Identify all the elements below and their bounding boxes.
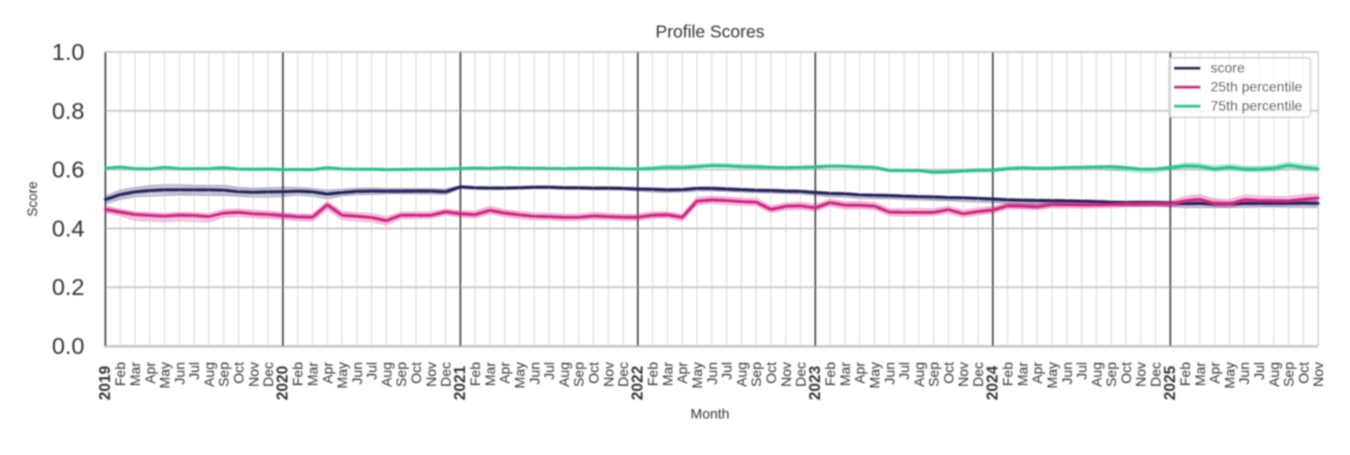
svg-text:May: May	[1222, 362, 1238, 388]
svg-text:2023: 2023	[807, 365, 824, 400]
svg-text:Aug: Aug	[378, 362, 394, 387]
svg-text:May: May	[689, 362, 705, 388]
svg-text:Nov: Nov	[423, 362, 439, 387]
svg-text:Jun: Jun	[171, 362, 187, 385]
svg-text:Aug: Aug	[911, 362, 927, 387]
svg-text:Jun: Jun	[881, 362, 897, 385]
svg-text:Mar: Mar	[1192, 362, 1208, 386]
svg-text:Feb: Feb	[290, 362, 306, 386]
svg-text:Jun: Jun	[349, 362, 365, 385]
svg-text:Feb: Feb	[112, 362, 128, 386]
svg-text:Feb: Feb	[1177, 362, 1193, 386]
svg-text:Dec: Dec	[260, 362, 276, 387]
svg-text:Mar: Mar	[482, 362, 498, 386]
svg-text:Jul: Jul	[719, 362, 735, 380]
svg-text:Oct: Oct	[408, 362, 424, 384]
svg-text:Nov: Nov	[1133, 362, 1149, 387]
svg-text:2021: 2021	[452, 365, 469, 400]
svg-text:Sep: Sep	[1103, 362, 1119, 387]
svg-text:Month: Month	[691, 406, 730, 422]
svg-text:Mar: Mar	[837, 362, 853, 386]
svg-text:0.6: 0.6	[52, 157, 85, 183]
svg-text:Jul: Jul	[1074, 362, 1090, 380]
svg-text:Score: Score	[25, 181, 40, 216]
svg-text:Sep: Sep	[748, 362, 764, 387]
svg-text:Sep: Sep	[216, 362, 232, 387]
svg-text:Nov: Nov	[245, 362, 261, 387]
svg-text:Jun: Jun	[526, 362, 542, 385]
svg-text:Jun: Jun	[704, 362, 720, 385]
svg-text:Feb: Feb	[1000, 362, 1016, 386]
svg-text:Jun: Jun	[1059, 362, 1075, 385]
svg-text:Oct: Oct	[1118, 362, 1134, 384]
svg-text:Jul: Jul	[896, 362, 912, 380]
svg-text:Nov: Nov	[1310, 362, 1326, 387]
svg-text:May: May	[1044, 362, 1060, 388]
svg-text:Nov: Nov	[778, 362, 794, 387]
svg-text:Sep: Sep	[571, 362, 587, 387]
svg-text:0.2: 0.2	[52, 274, 85, 300]
svg-text:2025: 2025	[1162, 365, 1179, 400]
svg-text:Oct: Oct	[586, 362, 602, 384]
svg-text:Mar: Mar	[127, 362, 143, 386]
svg-text:Nov: Nov	[600, 362, 616, 387]
svg-text:Apr: Apr	[142, 362, 158, 384]
svg-text:Dec: Dec	[615, 362, 631, 387]
svg-text:25th percentile: 25th percentile	[1211, 79, 1303, 95]
svg-text:Oct: Oct	[1295, 362, 1311, 384]
svg-text:Dec: Dec	[970, 362, 986, 387]
svg-text:Mar: Mar	[1014, 362, 1030, 386]
svg-text:Oct: Oct	[940, 362, 956, 384]
svg-text:Nov: Nov	[955, 362, 971, 387]
svg-text:May: May	[334, 362, 350, 388]
svg-text:1.0: 1.0	[52, 39, 85, 65]
svg-text:Profile Scores: Profile Scores	[656, 22, 765, 42]
svg-text:Aug: Aug	[1266, 362, 1282, 387]
svg-text:May: May	[157, 362, 173, 388]
svg-text:Sep: Sep	[1281, 362, 1297, 387]
svg-text:0.4: 0.4	[52, 215, 85, 241]
svg-text:Jul: Jul	[1251, 362, 1267, 380]
svg-text:Jul: Jul	[186, 362, 202, 380]
svg-text:2019: 2019	[97, 365, 114, 400]
svg-text:2020: 2020	[274, 366, 291, 400]
svg-text:May: May	[512, 362, 528, 388]
svg-text:Aug: Aug	[556, 362, 572, 387]
svg-text:Dec: Dec	[1148, 362, 1164, 387]
svg-text:Jun: Jun	[1236, 362, 1252, 385]
svg-text:Apr: Apr	[1207, 362, 1223, 384]
svg-text:Sep: Sep	[393, 362, 409, 387]
svg-text:Apr: Apr	[497, 362, 513, 384]
svg-text:2024: 2024	[984, 365, 1001, 400]
svg-text:Sep: Sep	[926, 362, 942, 387]
svg-text:Jul: Jul	[364, 362, 380, 380]
svg-text:Feb: Feb	[645, 362, 661, 386]
svg-text:Oct: Oct	[763, 362, 779, 384]
svg-text:0.0: 0.0	[52, 333, 85, 359]
svg-text:75th percentile: 75th percentile	[1211, 97, 1303, 113]
svg-text:Mar: Mar	[305, 362, 321, 386]
svg-text:Feb: Feb	[467, 362, 483, 386]
svg-text:Dec: Dec	[793, 362, 809, 387]
svg-text:May: May	[867, 362, 883, 388]
svg-text:Feb: Feb	[822, 362, 838, 386]
svg-text:Apr: Apr	[1029, 362, 1045, 384]
svg-text:Oct: Oct	[231, 362, 247, 384]
svg-text:Aug: Aug	[733, 362, 749, 387]
svg-text:Apr: Apr	[852, 362, 868, 384]
svg-text:Apr: Apr	[674, 362, 690, 384]
svg-text:Jul: Jul	[541, 362, 557, 380]
svg-text:Aug: Aug	[1088, 362, 1104, 387]
svg-text:Dec: Dec	[438, 362, 454, 387]
svg-text:2022: 2022	[629, 366, 646, 400]
svg-text:Aug: Aug	[201, 362, 217, 387]
svg-text:Mar: Mar	[659, 362, 675, 386]
svg-text:Apr: Apr	[319, 362, 335, 384]
svg-text:score: score	[1211, 60, 1245, 76]
svg-text:0.8: 0.8	[52, 98, 85, 124]
